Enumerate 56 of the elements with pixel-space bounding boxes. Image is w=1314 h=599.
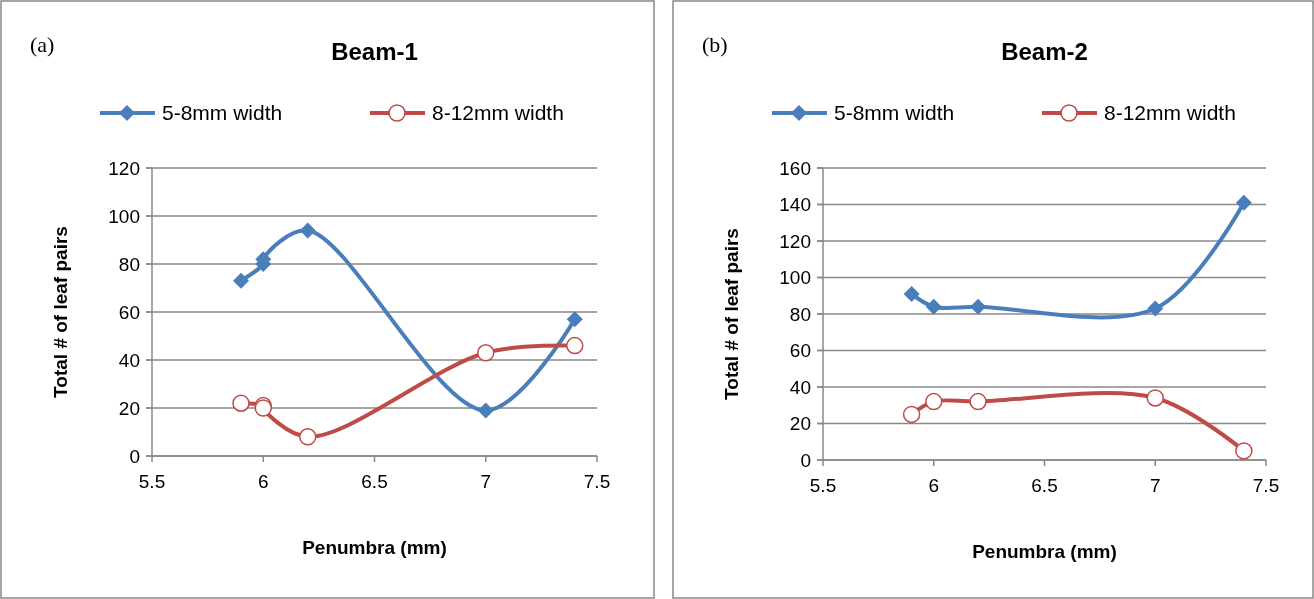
point: [903, 285, 920, 302]
y-tick-label: 40: [789, 376, 811, 398]
point: [477, 402, 494, 419]
y-tick-label: 80: [789, 303, 811, 325]
point: [970, 298, 987, 315]
point: [566, 311, 583, 328]
y-tick-label: 0: [129, 445, 140, 467]
x-tick-label: 7: [480, 471, 492, 492]
y-tick-label: 100: [108, 205, 140, 227]
legend-label: 8-12mm width: [432, 101, 564, 125]
text: (b): [702, 32, 728, 57]
x-tick-label: 5.5: [138, 471, 166, 492]
legend-label: 8-12mm width: [1104, 101, 1236, 125]
y-tick-label: 160: [779, 157, 811, 179]
x-tick-label: 5.5: [809, 475, 837, 496]
point: [299, 222, 316, 239]
x-tick-label: 6.5: [361, 471, 388, 492]
point: [1235, 442, 1253, 460]
y-tick-label: 60: [789, 340, 811, 362]
y-axis-title: Total # of leaf pairs: [50, 226, 71, 398]
y-tick-label: 120: [108, 157, 140, 179]
x-axis-title: Penumbra (mm): [302, 537, 447, 558]
point: [902, 405, 921, 424]
point: [299, 428, 317, 446]
y-tick-label: 80: [118, 253, 140, 275]
chart-title: Beam-2: [1001, 38, 1088, 65]
y-tick-label: 0: [800, 449, 811, 471]
legend-label: 5-8mm width: [162, 101, 283, 125]
x-tick-label: 7.5: [583, 471, 611, 492]
x-tick-label: 7.5: [1252, 475, 1280, 496]
point: [233, 272, 249, 289]
point: [1235, 194, 1252, 211]
y-tick-label: 20: [789, 413, 811, 435]
x-axis-title: Penumbra (mm): [972, 541, 1117, 562]
x-tick-label: 6: [928, 475, 940, 496]
y-tick-label: 40: [118, 349, 140, 371]
x-tick-label: 6.5: [1031, 475, 1058, 496]
point: [232, 394, 250, 412]
point: [1147, 300, 1164, 317]
point: [566, 336, 584, 355]
y-axis-title: Total # of leaf pairs: [721, 228, 742, 400]
y-tick-label: 100: [779, 267, 811, 289]
text: (a): [30, 32, 55, 57]
chart-title: Beam-1: [331, 38, 418, 65]
point: [1146, 389, 1164, 407]
point: [925, 298, 942, 315]
y-tick-label: 60: [118, 301, 140, 323]
point: [925, 392, 943, 411]
x-tick-label: 6: [257, 471, 269, 492]
y-tick-label: 140: [779, 194, 811, 216]
point: [969, 392, 987, 411]
point: [477, 344, 495, 362]
y-tick-label: 20: [118, 397, 140, 419]
x-tick-label: 7: [1149, 475, 1161, 496]
legend-label: 5-8mm width: [834, 101, 955, 125]
y-tick-label: 120: [779, 230, 811, 252]
